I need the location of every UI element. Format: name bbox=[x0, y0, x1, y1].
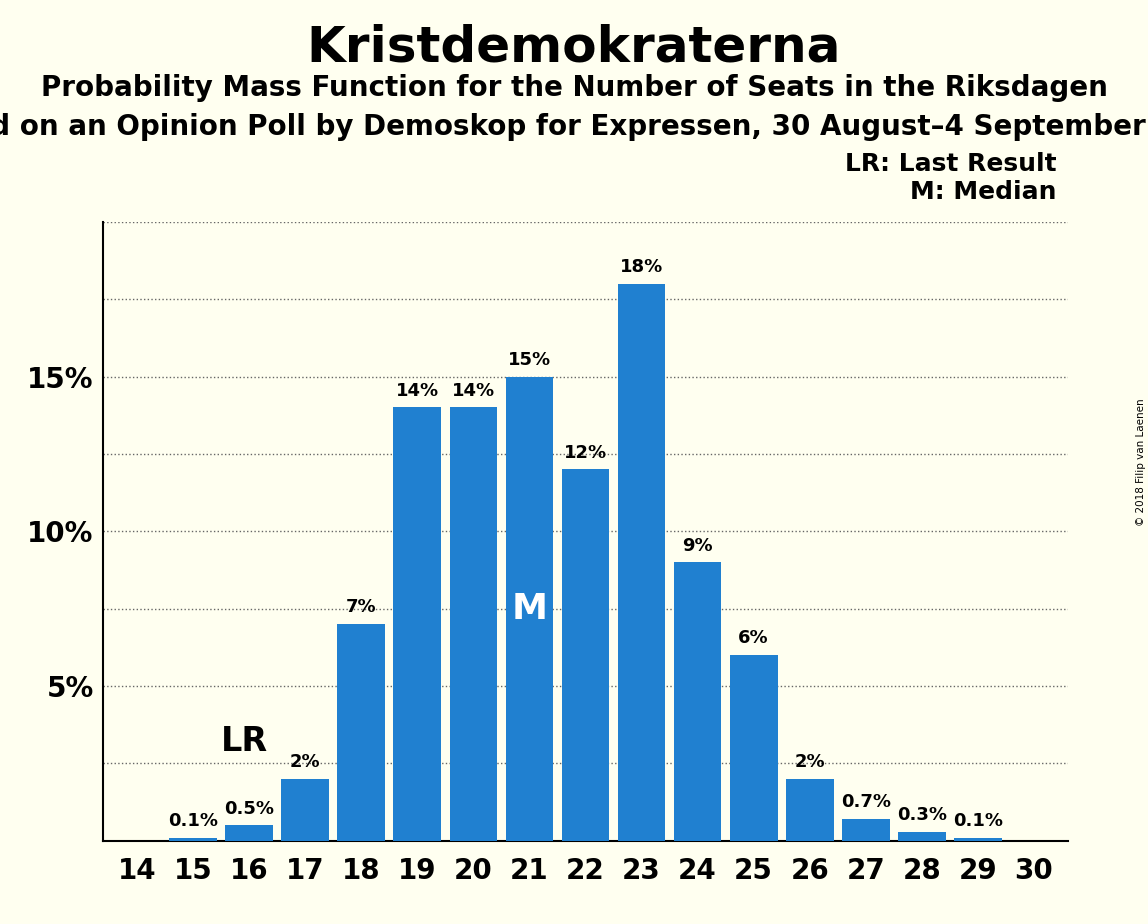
Bar bbox=[561, 469, 610, 841]
Text: 15%: 15% bbox=[507, 351, 551, 369]
Bar bbox=[505, 377, 553, 841]
Bar bbox=[954, 838, 1002, 841]
Text: LR: Last Result: LR: Last Result bbox=[845, 152, 1056, 176]
Text: 0.5%: 0.5% bbox=[224, 799, 274, 818]
Text: Probability Mass Function for the Number of Seats in the Riksdagen: Probability Mass Function for the Number… bbox=[40, 74, 1108, 102]
Bar bbox=[281, 779, 329, 841]
Text: 0.7%: 0.7% bbox=[840, 794, 891, 811]
Text: © 2018 Filip van Laenen: © 2018 Filip van Laenen bbox=[1135, 398, 1146, 526]
Bar bbox=[841, 820, 890, 841]
Text: 0.3%: 0.3% bbox=[897, 806, 947, 824]
Text: 6%: 6% bbox=[738, 629, 769, 648]
Text: LR: LR bbox=[220, 725, 267, 759]
Bar bbox=[786, 779, 833, 841]
Text: 14%: 14% bbox=[396, 382, 439, 400]
Text: Kristdemokraterna: Kristdemokraterna bbox=[307, 23, 841, 71]
Bar bbox=[674, 562, 721, 841]
Text: 18%: 18% bbox=[620, 258, 664, 276]
Text: 7%: 7% bbox=[346, 599, 377, 616]
Bar bbox=[730, 655, 777, 841]
Bar bbox=[394, 407, 441, 841]
Text: M: M bbox=[511, 591, 548, 626]
Text: 0.1%: 0.1% bbox=[168, 812, 218, 830]
Bar bbox=[338, 625, 385, 841]
Bar bbox=[450, 407, 497, 841]
Text: 14%: 14% bbox=[452, 382, 495, 400]
Text: 9%: 9% bbox=[682, 537, 713, 554]
Bar bbox=[225, 825, 273, 841]
Text: M: Median: M: Median bbox=[909, 180, 1056, 204]
Bar bbox=[898, 832, 946, 841]
Text: 0.1%: 0.1% bbox=[953, 812, 1003, 830]
Text: 2%: 2% bbox=[289, 753, 320, 772]
Bar bbox=[169, 838, 217, 841]
Text: 12%: 12% bbox=[564, 444, 607, 462]
Text: 2%: 2% bbox=[794, 753, 825, 772]
Text: Based on an Opinion Poll by Demoskop for Expressen, 30 August–4 September 2018: Based on an Opinion Poll by Demoskop for… bbox=[0, 113, 1148, 140]
Bar bbox=[618, 284, 666, 841]
